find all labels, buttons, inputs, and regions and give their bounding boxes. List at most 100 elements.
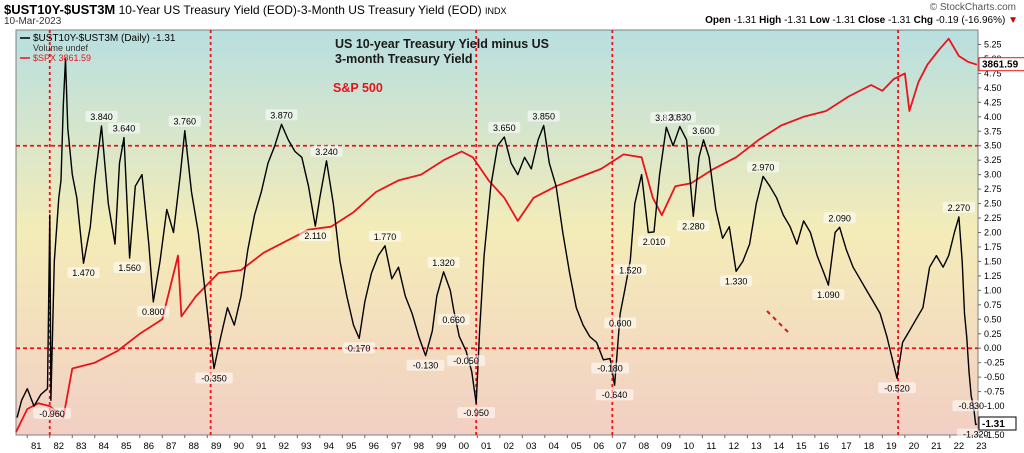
annotation-title-line2: 3-month Treasury Yield <box>335 52 473 66</box>
data-label-bg <box>614 264 647 276</box>
data-label-bg <box>942 201 975 213</box>
data-label: 0.660 <box>442 315 465 325</box>
legend-spread: $UST10Y-$UST3M (Daily) -1.31 <box>33 33 176 44</box>
y-tick-label: 2.50 <box>984 199 1002 209</box>
y-tick-label: 1.75 <box>984 242 1002 252</box>
x-tick-label: 90 <box>233 441 244 452</box>
trend-dashes <box>766 310 789 333</box>
data-label: 3.850 <box>532 111 555 121</box>
data-label: 2.970 <box>752 162 775 172</box>
x-tick-label: 95 <box>346 441 357 452</box>
data-label-bg <box>604 317 637 329</box>
high-value: -1.31 <box>784 15 807 26</box>
x-tick-label: 84 <box>98 441 109 452</box>
data-label-bg <box>591 362 629 374</box>
data-label-bg <box>823 212 856 224</box>
x-tick-label: 89 <box>211 441 222 452</box>
data-label: -0.640 <box>602 390 628 400</box>
series-line-spx <box>15 37 978 433</box>
y-tick-label: 1.00 <box>984 285 1002 295</box>
data-label: 1.330 <box>725 276 748 286</box>
y-tick-label: 3.00 <box>984 170 1002 180</box>
data-label: 0.800 <box>142 307 165 317</box>
data-label: -0.960 <box>39 409 65 419</box>
data-label: -0.520 <box>884 383 910 393</box>
y-tick-label: -0.75 <box>984 387 1005 397</box>
data-label-bg <box>720 275 753 287</box>
data-label: 3.640 <box>113 124 136 134</box>
data-label: 1.470 <box>72 268 95 278</box>
low-label: Low <box>809 15 830 26</box>
y-tick-label: -1.50 <box>984 430 1005 440</box>
data-label-bg <box>457 407 495 419</box>
symbol-description: 10-Year US Treasury Yield (EOD)-3-Month … <box>118 3 482 17</box>
data-label: -0.180 <box>597 364 623 374</box>
y-tick-label: 4.75 <box>984 68 1002 78</box>
high-label: High <box>759 15 782 26</box>
data-label-bg <box>447 355 485 367</box>
y-tick-label: 0.75 <box>984 300 1002 310</box>
x-tick-label: 98 <box>414 441 425 452</box>
data-label-bg <box>637 235 670 247</box>
x-tick-label: 03 <box>526 441 537 452</box>
x-tick-label: 94 <box>324 441 335 452</box>
chg-value: -0.19 (-16.96%) <box>935 15 1006 26</box>
data-label-bg <box>687 124 720 136</box>
data-label-bg <box>85 111 118 123</box>
x-tick-label: 04 <box>549 441 560 452</box>
data-label: 0.600 <box>609 319 632 329</box>
x-tick-label: 19 <box>886 441 897 452</box>
x-tick-label: 16 <box>819 441 830 452</box>
symbol: $UST10Y-$UST3M <box>4 2 116 17</box>
x-tick-label: 91 <box>256 441 267 452</box>
data-label: 1.560 <box>118 263 141 273</box>
y-tick-label: 2.75 <box>984 184 1002 194</box>
data-label-bg <box>677 220 710 232</box>
ohlc-readout: Open -1.31 High -1.31 Low -1.31 Close -1… <box>705 15 1018 26</box>
y-tick-label: -0.50 <box>984 372 1005 382</box>
x-tick-label: 12 <box>729 441 740 452</box>
data-label: 1.770 <box>374 232 397 242</box>
data-label: 1.520 <box>619 265 642 275</box>
data-label: -0.050 <box>453 356 479 366</box>
data-label: 2.010 <box>643 237 666 247</box>
y-tick-label: 4.25 <box>984 97 1002 107</box>
y-tick-label: 1.25 <box>984 271 1002 281</box>
y-tick-label: 0.50 <box>984 314 1002 324</box>
y-tick-label: 0.25 <box>984 329 1002 339</box>
x-tick-label: 86 <box>143 441 154 452</box>
exchange: INDX <box>484 6 507 16</box>
y-tick-label: 4.00 <box>984 112 1002 122</box>
x-tick-label: 00 <box>459 441 470 452</box>
x-tick-label: 92 <box>278 441 289 452</box>
data-label-bg <box>299 230 332 242</box>
data-label: 1.320 <box>432 258 455 268</box>
data-label: -0.950 <box>463 408 489 418</box>
data-label: 3.870 <box>270 110 293 120</box>
y-tick-label: 4.50 <box>984 83 1002 93</box>
data-label-bg <box>369 230 402 242</box>
x-tick-label: 13 <box>751 441 762 452</box>
legend-volume: Volume undef <box>33 43 89 53</box>
data-label-bg <box>67 267 100 279</box>
data-label-bg <box>113 261 146 273</box>
last-value-label: 3861.59 <box>982 60 1019 71</box>
data-label-bg <box>437 314 470 326</box>
data-label: 2.110 <box>304 231 326 241</box>
data-label: 3.650 <box>493 123 516 133</box>
data-label-bg <box>812 289 845 301</box>
legend: $UST10Y-$UST3M (Daily) -1.31 Volume unde… <box>20 33 176 63</box>
data-label-bg <box>265 109 298 121</box>
x-tick-label: 83 <box>76 441 87 452</box>
data-label-bg <box>878 382 916 394</box>
x-tick-label: 88 <box>188 441 199 452</box>
data-label: 3.840 <box>90 112 113 122</box>
y-tick-label: 1.50 <box>984 256 1002 266</box>
x-tick-label: 15 <box>796 441 807 452</box>
y-tick-label: 3.75 <box>984 126 1002 136</box>
x-tick-label: 09 <box>661 441 672 452</box>
low-value: -1.31 <box>832 15 856 26</box>
x-tick-label: 11 <box>706 441 716 452</box>
x-tick-label: 05 <box>571 441 582 452</box>
